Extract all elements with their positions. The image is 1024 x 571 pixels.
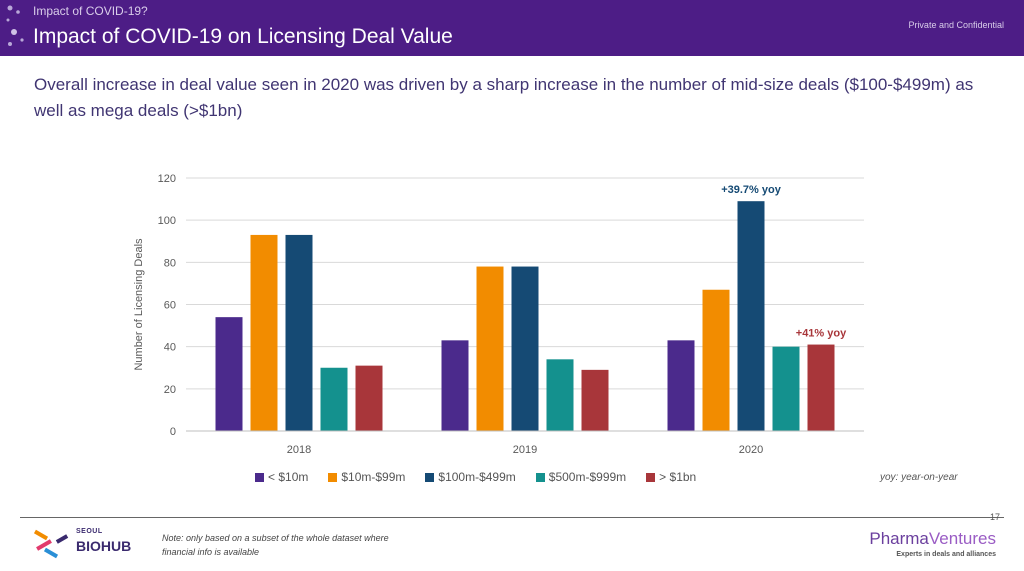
bar	[355, 365, 383, 431]
slide-subtitle: Overall increase in deal value seen in 2…	[34, 75, 974, 120]
bar	[772, 346, 800, 431]
seoul-biohub-logo-icon	[33, 529, 69, 559]
page-title: Impact of COVID-19 on Licensing Deal Val…	[33, 25, 453, 48]
legend-swatch	[425, 472, 435, 482]
bar-annotation: +39.7% yoy	[721, 184, 782, 196]
footer-note: Note: only based on a subset of the whol…	[162, 533, 389, 557]
y-tick-label: 120	[158, 173, 176, 185]
y-tick-label: 0	[170, 426, 176, 438]
x-tick-label: 2018	[287, 444, 311, 456]
bar	[476, 266, 504, 431]
bar	[737, 201, 765, 431]
y-tick-label: 20	[164, 384, 176, 396]
x-tick-label: 2020	[739, 444, 763, 456]
header-bar: Impact of COVID-19? Impact of COVID-19 o…	[0, 0, 1024, 56]
legend-item: $100m-$499m	[425, 470, 516, 484]
page-number: 17	[989, 512, 1000, 522]
legend-label: $100m-$499m	[438, 470, 516, 484]
legend-item: $10m-$99m	[328, 470, 405, 484]
bar	[667, 340, 695, 431]
yoy-note: yoy: year-on-year	[880, 472, 958, 483]
bar	[215, 317, 243, 431]
bar	[511, 266, 539, 431]
legend-item: > $1bn	[646, 470, 696, 484]
pharmaventures-logo-brand2: Ventures	[928, 529, 996, 548]
left-logo-small-text: SEOUL	[76, 528, 103, 535]
bar	[320, 367, 348, 431]
pharmaventures-logo-brand: Pharma	[869, 529, 929, 548]
bar	[441, 340, 469, 431]
legend-label: $10m-$99m	[341, 470, 406, 484]
footer-divider	[20, 517, 1004, 518]
y-tick-label: 40	[164, 342, 176, 354]
bar-annotation: +41% yoy	[796, 328, 847, 340]
confidential-label: Private and Confidential	[908, 20, 1004, 30]
bar	[250, 234, 278, 431]
legend-label: > $1bn	[659, 470, 697, 484]
pharmaventures-logo: PharmaVentures	[869, 529, 996, 549]
bar	[285, 234, 313, 431]
legend-label: $500m-$999m	[548, 470, 627, 484]
y-tick-label: 80	[164, 257, 176, 269]
pharmaventures-tagline: Experts in deals and alliances	[896, 551, 996, 558]
y-axis-label: Number of Licensing Deals	[133, 238, 145, 371]
chart-legend: < $10m $10m-$99m $100m-$499m $500m-$999m > $…	[255, 470, 696, 484]
legend-swatch	[535, 472, 545, 482]
bar	[581, 369, 609, 431]
bar	[702, 289, 730, 431]
bar	[546, 359, 574, 431]
legend-swatch	[328, 472, 338, 482]
bar	[807, 344, 835, 431]
y-tick-label: 60	[164, 300, 176, 312]
legend-swatch	[646, 472, 656, 482]
legend-item: $500m-$999m	[535, 470, 627, 484]
breadcrumb: Impact of COVID-19?	[33, 4, 148, 18]
y-tick-label: 100	[158, 215, 176, 227]
decorative-dots-icon	[6, 5, 24, 46]
legend-label: < $10m	[268, 470, 309, 484]
left-logo-main-text: BIOHUB	[76, 538, 132, 554]
x-tick-label: 2019	[513, 444, 537, 456]
legend-item: < $10m	[255, 470, 308, 484]
legend-swatch	[255, 472, 264, 482]
